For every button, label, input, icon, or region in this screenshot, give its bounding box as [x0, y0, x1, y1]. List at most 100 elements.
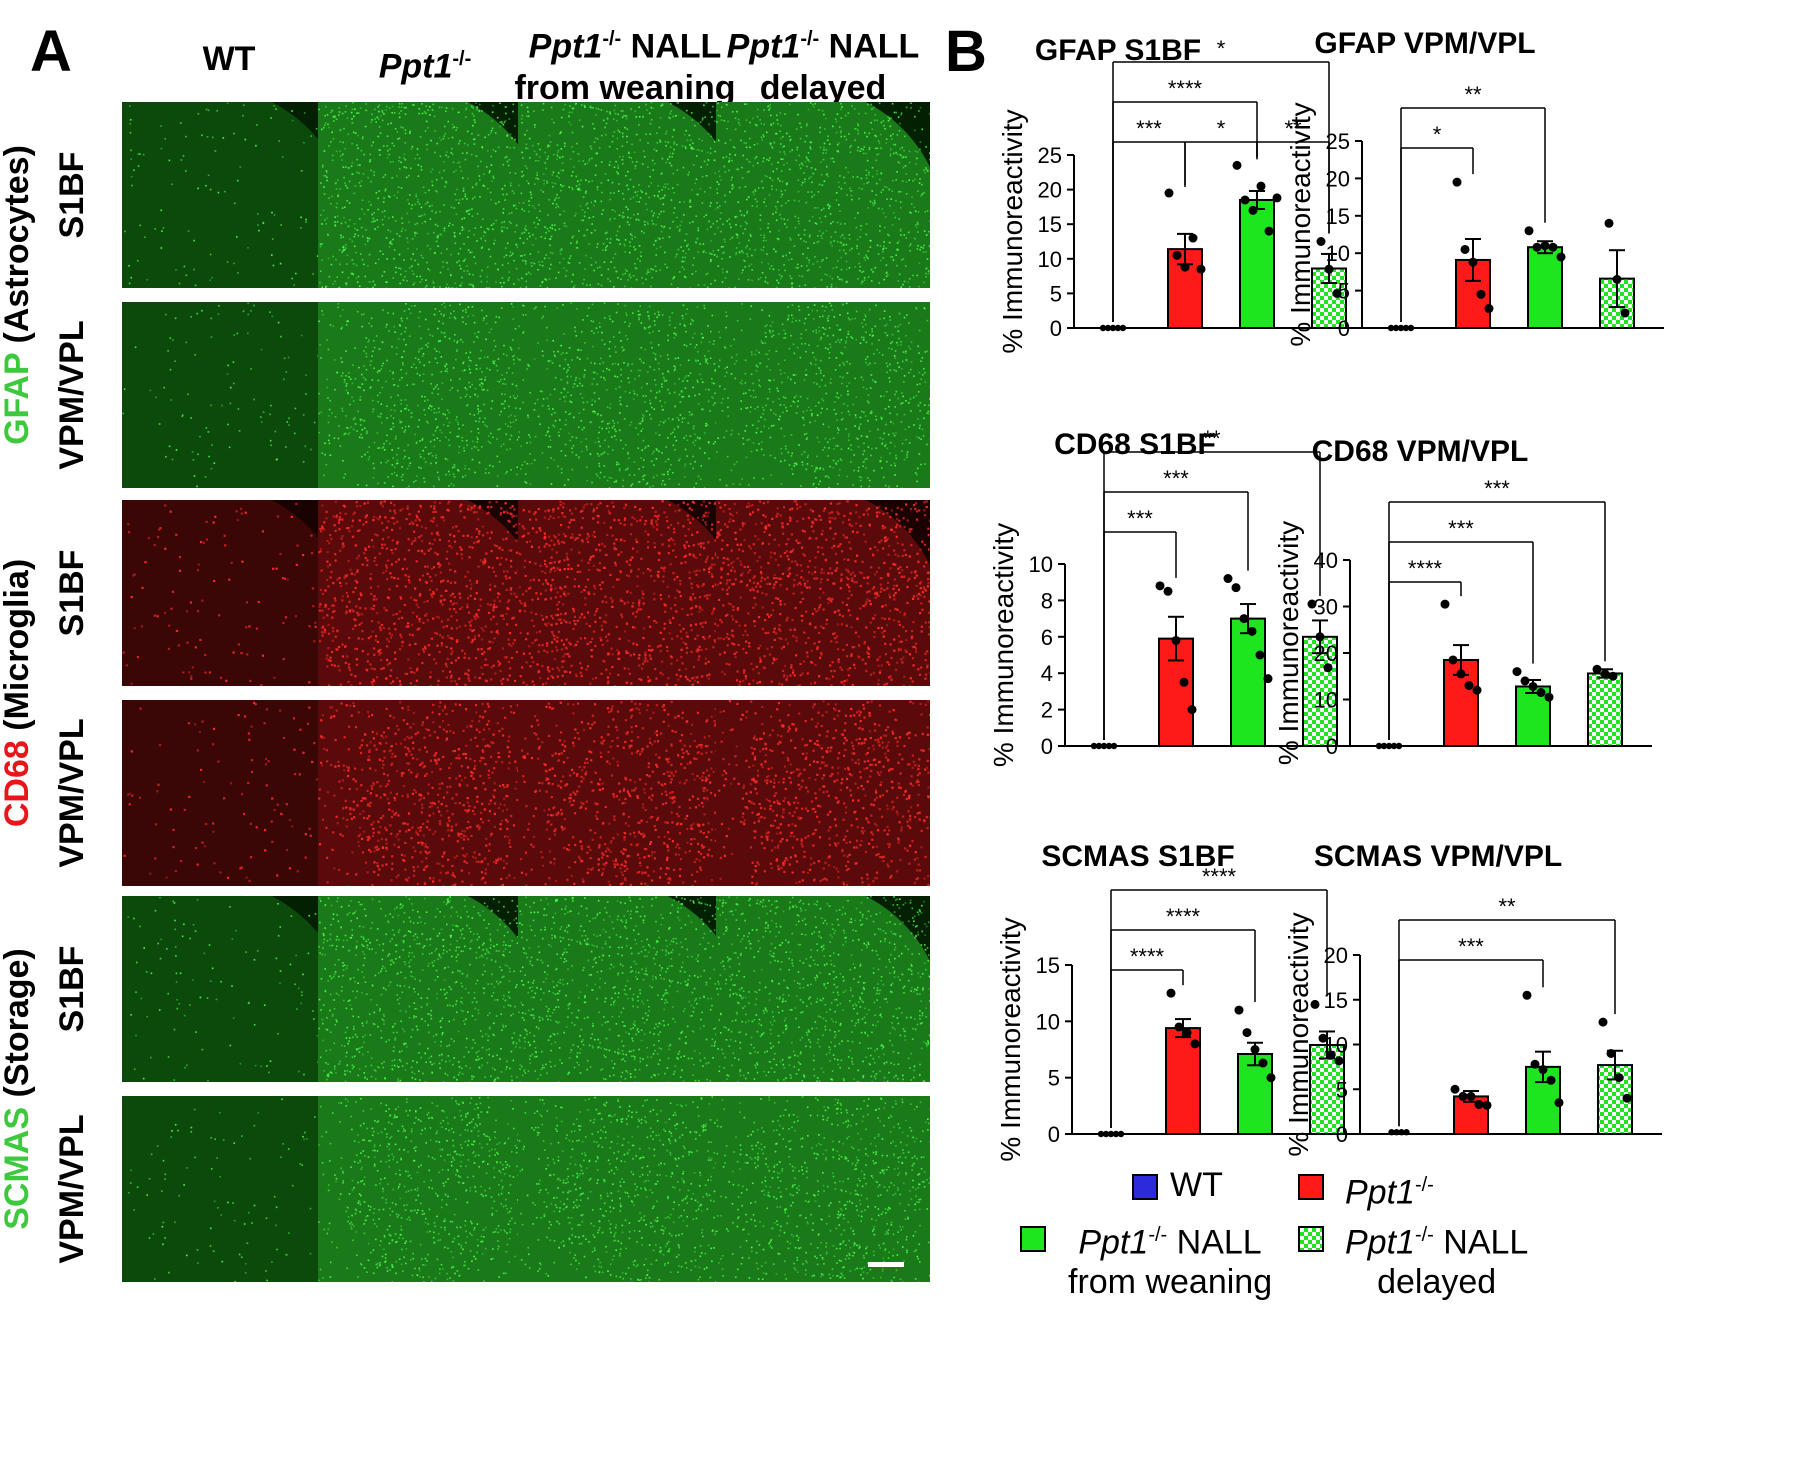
data-point — [1520, 676, 1530, 686]
legend-label: Ppt1-/- NALL from weaning — [1068, 1223, 1273, 1302]
data-point — [1474, 1099, 1484, 1109]
data-point — [1402, 324, 1410, 332]
y-tick-label: 10 — [1326, 241, 1350, 266]
significance-label: **** — [1130, 944, 1165, 969]
legend-label: Ppt1-/- NALL delayed — [1345, 1223, 1529, 1302]
data-point — [1102, 1130, 1110, 1138]
data-point — [1187, 705, 1197, 715]
micrograph-tile — [716, 302, 930, 488]
y-axis-label: % Immunoreactivity — [995, 917, 1026, 1161]
data-point — [1540, 241, 1550, 251]
data-point — [1532, 242, 1542, 252]
y-axis-label: % Immunoreactivity — [1273, 521, 1304, 765]
data-point — [1556, 252, 1566, 262]
column-header: Ppt1-/- NALL from weaning — [514, 27, 736, 108]
data-point — [1482, 1100, 1492, 1110]
micrograph-tile — [518, 1096, 732, 1282]
significance-label: **** — [1168, 76, 1203, 101]
significance-label: *** — [1484, 476, 1510, 501]
data-point — [1266, 1073, 1276, 1083]
data-point — [1180, 262, 1190, 272]
y-tick-label: 0 — [1326, 734, 1338, 759]
data-point — [1466, 1091, 1476, 1101]
scale-bar — [868, 1262, 904, 1267]
y-tick-label: 10 — [1038, 247, 1062, 272]
y-tick-label: 15 — [1036, 953, 1060, 978]
data-point — [1164, 188, 1174, 198]
data-point — [1387, 324, 1395, 332]
y-tick-label: 6 — [1041, 625, 1053, 650]
data-point — [1397, 324, 1405, 332]
micrograph-tile — [122, 102, 336, 288]
significance-label: **** — [1166, 904, 1201, 929]
y-tick-label: 10 — [1036, 1009, 1060, 1034]
data-point — [1255, 650, 1265, 660]
y-tick-label: 25 — [1038, 143, 1062, 168]
y-tick-label: 2 — [1041, 698, 1053, 723]
panel-b-letter: B — [945, 19, 987, 84]
data-point — [1263, 674, 1273, 684]
data-point — [1166, 988, 1176, 998]
bar — [1515, 685, 1551, 747]
micrograph-tile — [318, 896, 532, 1082]
data-point — [1323, 663, 1333, 673]
data-point — [1316, 237, 1326, 246]
micrograph-tile — [716, 700, 930, 886]
y-tick-label: 20 — [1326, 166, 1350, 191]
micrograph-tile — [122, 896, 336, 1082]
micrograph-tile — [318, 700, 532, 886]
data-point — [1232, 160, 1242, 170]
y-tick-label: 0 — [1050, 316, 1062, 341]
y-tick-label: 20 — [1324, 943, 1348, 968]
micrograph-tile — [318, 1096, 532, 1282]
data-point — [1524, 226, 1534, 236]
data-point — [1403, 1129, 1410, 1136]
column-header: WT — [202, 40, 256, 78]
y-tick-label: 5 — [1336, 1077, 1348, 1102]
data-point — [1522, 990, 1532, 1000]
micrograph-tile — [318, 302, 532, 488]
data-point — [1452, 177, 1462, 187]
data-point — [1484, 304, 1494, 314]
data-point — [1392, 324, 1400, 332]
data-point — [1240, 195, 1250, 205]
data-point — [1326, 1050, 1336, 1060]
data-point — [1258, 1058, 1268, 1068]
data-point — [1099, 324, 1107, 332]
significance-label: **** — [1202, 864, 1237, 889]
data-point — [1546, 1075, 1556, 1085]
y-tick-label: 20 — [1314, 641, 1338, 666]
legend-swatch — [1298, 1226, 1324, 1252]
y-axis-label: % Immunoreactivity — [1285, 102, 1316, 346]
micrograph-tile — [518, 896, 732, 1082]
data-point — [1174, 1022, 1184, 1032]
micrograph-tile — [122, 1096, 336, 1282]
bar — [1239, 198, 1275, 329]
data-point — [1190, 1039, 1200, 1049]
y-tick-label: 10 — [1029, 552, 1053, 577]
data-point — [1318, 1033, 1328, 1043]
bar — [1302, 635, 1338, 747]
panel-a-letter: A — [30, 19, 72, 84]
y-tick-label: 0 — [1336, 1122, 1348, 1147]
data-point — [1307, 599, 1317, 609]
y-axis-label: % Immunoreactivity — [988, 523, 1019, 767]
data-point — [1456, 669, 1466, 679]
legend-swatch — [1020, 1226, 1046, 1252]
data-point — [1104, 324, 1112, 332]
significance-label: ** — [1498, 894, 1516, 919]
data-point — [1440, 599, 1450, 609]
significance-label: *** — [1136, 116, 1162, 141]
data-point — [1468, 257, 1478, 267]
micrograph-tile — [716, 102, 930, 288]
data-point — [1600, 669, 1610, 679]
data-point — [1332, 288, 1342, 298]
data-point — [1324, 264, 1334, 274]
y-tick-label: 10 — [1324, 1033, 1348, 1058]
y-tick-label: 40 — [1314, 548, 1338, 573]
data-point — [1247, 626, 1257, 636]
legend-swatch — [1132, 1174, 1158, 1200]
data-point — [1620, 308, 1630, 318]
data-point — [1105, 742, 1113, 750]
